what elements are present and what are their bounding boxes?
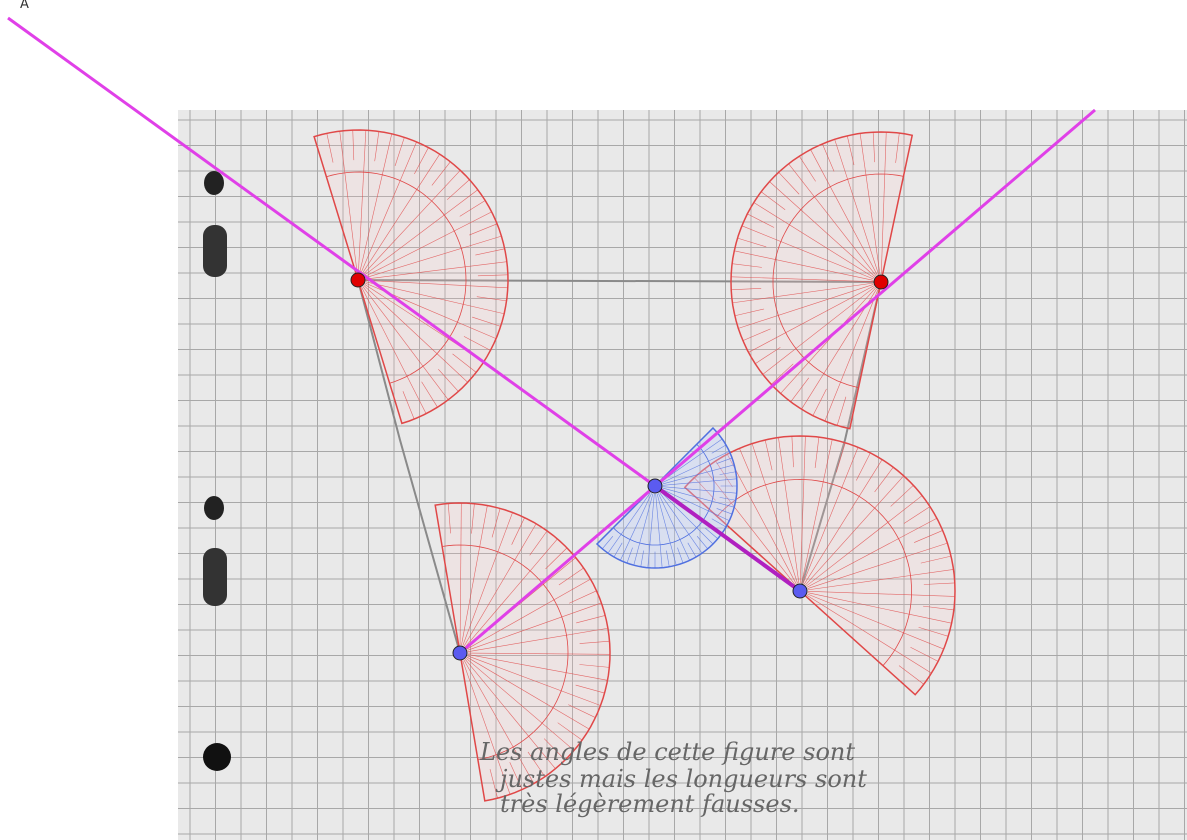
hole — [204, 496, 224, 520]
hole — [203, 548, 227, 606]
point[interactable] — [648, 479, 662, 493]
hole — [204, 171, 224, 195]
point[interactable] — [793, 584, 807, 598]
geometry-canvas: Les angles de cette figure sont justes m… — [0, 0, 1187, 840]
page: Les angles de cette figure sont justes m… — [0, 0, 1187, 840]
point[interactable] — [453, 646, 467, 660]
handwritten-note: Les angles de cette figure sont — [479, 738, 855, 766]
hole — [203, 743, 231, 771]
handwritten-note: très légèrement fausses. — [500, 790, 800, 818]
point-label: A — [20, 0, 29, 12]
point[interactable] — [874, 275, 888, 289]
hole — [203, 225, 227, 277]
point[interactable] — [351, 273, 365, 287]
handwritten-note: justes mais les longueurs sont — [495, 765, 867, 793]
